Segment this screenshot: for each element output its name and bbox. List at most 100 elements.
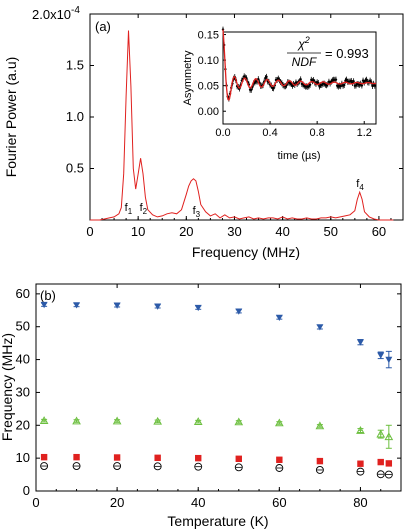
inset-data-point (327, 80, 331, 83)
peak-annotations: f1 f2 f3 f4 (125, 178, 365, 219)
inset-data-point (345, 78, 348, 81)
panel-b: (b) 0 20 40 60 80 0 10 20 30 40 50 60 Temperature … (0, 283, 402, 529)
peak-label-f1: f1 (125, 202, 133, 216)
panel-b-x-ticks: 0 20 40 60 80 (32, 284, 402, 510)
inset-data-point (365, 78, 368, 81)
data-point (73, 302, 81, 309)
data-point (235, 308, 243, 315)
inset-data-point (361, 79, 365, 82)
panel-a: (a) 2.0x10-4 0 10 20 30 40 50 60 0.51.01.5 f1 f… (3, 5, 404, 260)
y-tick-label: 30 (16, 384, 30, 399)
data-point (40, 462, 49, 470)
panel-a-x-axis-title: Frequency (MHz) (192, 244, 300, 260)
y-tick-label: 20 (16, 417, 30, 432)
frequency-series (39, 301, 394, 479)
series-triangle-down-filled (40, 301, 393, 369)
inset-y-tick-label: 0.15 (198, 30, 219, 42)
inset-y-tick-label: 0.05 (198, 81, 219, 93)
data-point (235, 455, 242, 462)
inset-data-point (371, 84, 374, 88)
data-point (357, 460, 364, 467)
inset-data-point (308, 83, 312, 86)
fourier-spectrum-line (90, 30, 394, 221)
y-tick-label: 60 (16, 286, 30, 301)
inset-x-tick-label: 0.4 (262, 127, 277, 139)
inset-y-axis-title: Asymmetry (182, 50, 194, 106)
y-tick-label: 40 (16, 352, 30, 367)
data-point (40, 453, 48, 461)
x-tick-label: 20 (110, 495, 124, 510)
peak-label-f2: f2 (140, 202, 148, 216)
x-tick-label: 20 (179, 224, 193, 239)
chi-square-value: = 0.993 (325, 46, 369, 61)
x-tick-label: 60 (372, 224, 386, 239)
data-point (376, 470, 385, 479)
inset-x-axis-title: time (µs) (277, 150, 320, 162)
inset-data-point (343, 83, 346, 87)
inset-x-tick-label: 0.8 (310, 127, 325, 139)
data-point (377, 352, 385, 359)
panel-b-frame (35, 283, 402, 492)
inset-asymmetry-plot: 0.0 0.4 0.8 1.2 0.000.050.100.15 time (µs) … (182, 26, 377, 162)
chi-square-numerator: χ2 (297, 35, 310, 51)
data-point (316, 457, 324, 465)
inset-data-point (312, 78, 315, 82)
x-tick-label: 10 (131, 224, 145, 239)
inset-fit-line (222, 29, 377, 101)
y-tick-label: 0.5 (66, 161, 84, 176)
inset-data-point (360, 84, 364, 87)
x-tick-label: 30 (227, 224, 241, 239)
inset-data-point (277, 77, 280, 80)
data-point (276, 456, 283, 463)
panel-a-y-ticks: 0.5 1.0 1.5 (66, 58, 403, 176)
data-point (194, 304, 202, 312)
data-point (40, 301, 48, 309)
data-point (113, 454, 121, 461)
inset-x-tick-label: 0.0 (215, 127, 230, 139)
data-point (275, 464, 284, 472)
data-point (153, 462, 162, 471)
inset-data-point (291, 84, 294, 87)
panel-b-y-axis-title: Frequency (MHz) (0, 333, 15, 441)
inset-x-tick-label: 1.2 (357, 127, 372, 139)
data-point (154, 303, 162, 310)
series-square-filled (40, 453, 393, 467)
data-point (154, 454, 161, 462)
panel-a-ymax-label: 2.0x10-4 (32, 5, 80, 22)
series-triangle-up-open (39, 416, 394, 449)
data-point (275, 314, 283, 322)
data-point (73, 453, 80, 461)
inset-data-point (352, 80, 355, 83)
panel-b-x-axis-title: Temperature (K) (167, 513, 268, 529)
inset-data-point (265, 75, 268, 79)
inset-data-point (373, 84, 377, 87)
x-tick-label: 0 (86, 224, 93, 239)
inset-frame (222, 31, 377, 125)
panel-a-label: (a) (95, 19, 111, 34)
inset-y-tick-label: 0.00 (198, 106, 219, 118)
data-point (194, 462, 203, 471)
data-point (315, 466, 324, 474)
x-tick-label: 80 (353, 495, 367, 510)
panel-b-y-ticks: 0 10 20 30 40 50 60 (16, 286, 401, 498)
data-point (195, 454, 202, 462)
inset-data-point (334, 78, 338, 81)
inset-y-ticks: 0.00 0.05 0.10 0.15 (198, 30, 226, 118)
data-point (113, 302, 121, 309)
y-tick-label: 10 (16, 450, 30, 465)
series-circle-open (40, 462, 393, 479)
inset-y-tick-label: 0.10 (198, 55, 219, 67)
data-point (384, 470, 393, 479)
x-tick-label: 40 (275, 224, 289, 239)
data-point (234, 463, 243, 472)
y-tick-label: 0 (23, 483, 30, 498)
panel-a-x-ticks: 0 10 20 30 40 50 60 (86, 14, 404, 239)
x-tick-label: 60 (272, 495, 286, 510)
x-tick-label: 0 (32, 495, 39, 510)
inset-data-point (299, 78, 302, 81)
inset-data-point (339, 85, 342, 88)
data-point (356, 467, 365, 476)
inset-data-point (250, 88, 253, 92)
panel-b-label: (b) (40, 288, 56, 303)
